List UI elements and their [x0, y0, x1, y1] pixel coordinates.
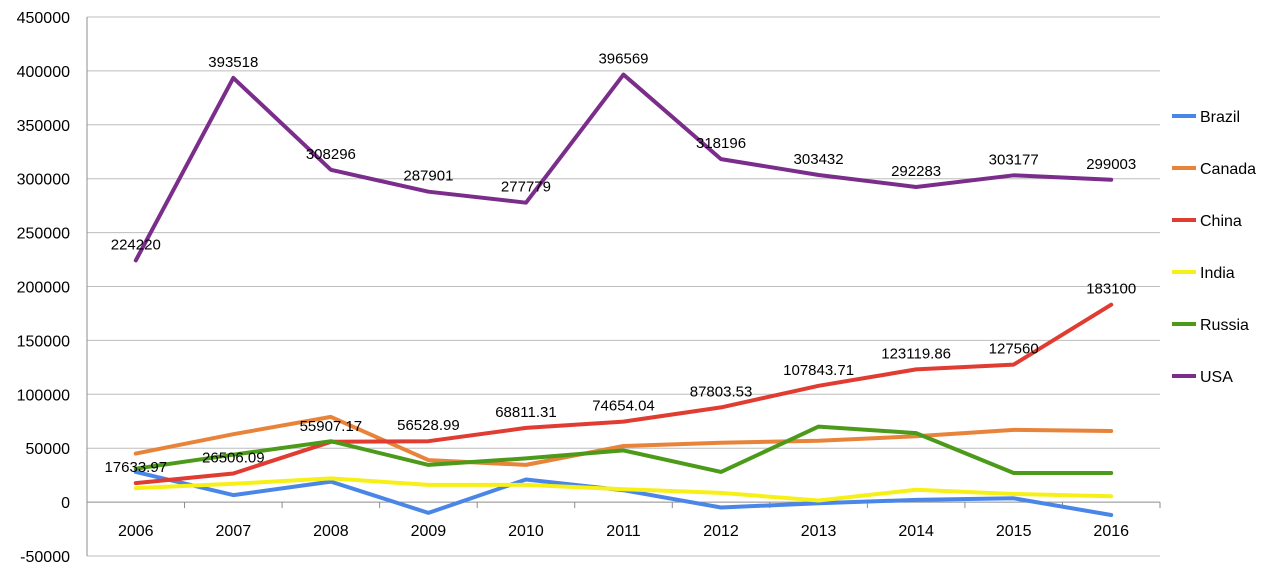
- data-label-china: 123119.86: [881, 345, 951, 362]
- data-label-china: 56528.99: [397, 417, 460, 434]
- series-line-china: [133, 302, 1114, 486]
- y-axis-ticks: -50000 0 50000 100000 150000 200000 250000 3000…: [17, 10, 70, 566]
- x-tick-label: 2008: [313, 523, 349, 540]
- y-tick-label: 400000: [17, 64, 70, 81]
- y-tick-label: 350000: [17, 118, 70, 135]
- legend-item-usa: USA: [1172, 369, 1233, 386]
- legend-label: USA: [1200, 369, 1233, 386]
- data-label-usa: 303177: [989, 151, 1039, 168]
- series-line-canada: [133, 414, 1114, 467]
- data-label-usa: 224220: [111, 236, 161, 253]
- data-label-usa: 299003: [1086, 156, 1136, 173]
- y-tick-label: 450000: [17, 10, 70, 27]
- data-label-usa: 393518: [208, 54, 258, 71]
- x-tick-label: 2010: [508, 523, 544, 540]
- data-label-usa: 292283: [891, 163, 941, 180]
- y-tick-label: 250000: [17, 226, 70, 243]
- series-lines: [133, 72, 1114, 517]
- data-label-usa: 318196: [696, 135, 746, 152]
- data-label-china: 183100: [1086, 281, 1136, 298]
- y-tick-label: 0: [61, 495, 70, 512]
- y-tick-label: 200000: [17, 280, 70, 297]
- data-label-china: 107843.71: [783, 362, 854, 379]
- y-tick-label: 50000: [26, 441, 71, 458]
- data-label-china: 55907.17: [300, 418, 363, 435]
- data-label-usa: 308296: [306, 146, 356, 163]
- legend-item-russia: Russia: [1172, 317, 1249, 334]
- legend-item-canada: Canada: [1172, 161, 1256, 178]
- y-tick-label: 150000: [17, 333, 70, 350]
- y-tick-label: -50000: [20, 549, 70, 566]
- series-line-russia: [133, 424, 1114, 475]
- data-label-china: 87803.53: [690, 383, 753, 400]
- x-tick-label: 2014: [898, 523, 934, 540]
- data-label-usa: 303432: [794, 151, 844, 168]
- x-tick-label: 2015: [996, 523, 1032, 540]
- legend-label: India: [1200, 265, 1235, 282]
- series-line-india: [133, 476, 1114, 503]
- data-label-usa: 396569: [598, 51, 648, 68]
- legend-label: Canada: [1200, 161, 1256, 178]
- x-tick-label: 2011: [606, 523, 641, 540]
- y-tick-label: 100000: [17, 387, 70, 404]
- x-tick-label: 2016: [1093, 523, 1129, 540]
- series-line-usa: [133, 72, 1114, 263]
- y-tick-label: 300000: [17, 172, 70, 189]
- x-tick-label: 2013: [801, 523, 837, 540]
- data-label-china: 127560: [989, 341, 1039, 358]
- legend-label: Brazil: [1200, 109, 1240, 126]
- data-label-usa: 287901: [403, 168, 453, 185]
- data-label-china: 26506.09: [202, 450, 265, 467]
- legend: Brazil Canada China India Russia USA: [1172, 109, 1256, 386]
- legend-label: China: [1200, 213, 1242, 230]
- gridlines: [86, 16, 1161, 557]
- x-tick-label: 2007: [216, 523, 252, 540]
- data-label-china: 17633.97: [104, 459, 167, 476]
- x-axis-ticks: 2006 2007 2008 2009 2010 2011 2012 2013 2014 2015…: [118, 523, 1129, 540]
- x-tick-label: 2009: [411, 523, 447, 540]
- legend-item-india: India: [1172, 265, 1235, 282]
- legend-label: Russia: [1200, 317, 1249, 334]
- data-label-china: 74654.04: [592, 398, 655, 415]
- legend-item-brazil: Brazil: [1172, 109, 1240, 126]
- legend-item-china: China: [1172, 213, 1242, 230]
- x-tick-label: 2006: [118, 523, 154, 540]
- data-labels: 224220 393518 308296 287901 277779 396569 3181…: [104, 51, 1136, 476]
- data-label-usa: 277779: [501, 179, 551, 196]
- data-label-china: 68811.31: [495, 404, 556, 421]
- x-tick-label: 2012: [703, 523, 739, 540]
